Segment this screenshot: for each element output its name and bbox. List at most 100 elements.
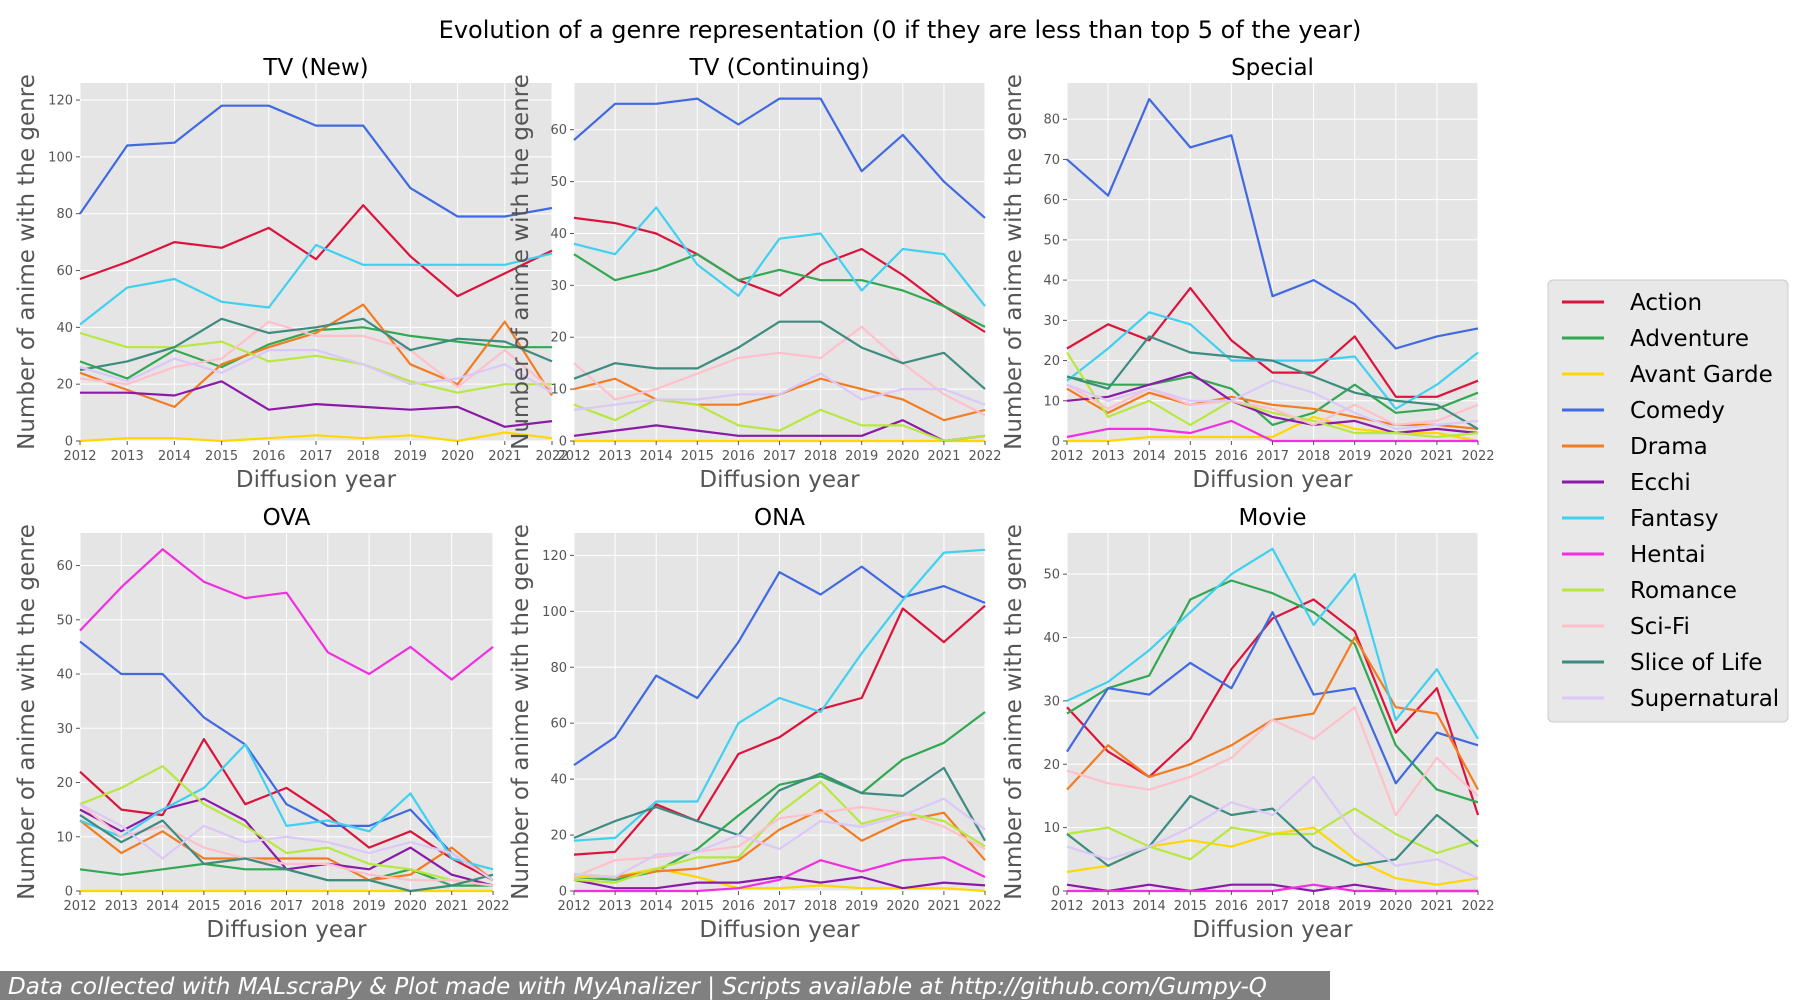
x-tick-label: 2017: [763, 449, 796, 464]
x-tick-label: 2013: [1092, 449, 1125, 464]
legend-label: Fantasy: [1630, 506, 1719, 532]
series-line-sci-fi: [573, 325, 986, 417]
series-line-fantasy: [79, 743, 494, 871]
x-tick-label: 2015: [1174, 899, 1207, 914]
x-tick-label: 2015: [681, 899, 714, 914]
y-tick-label: 80: [1043, 113, 1060, 128]
y-tick-label: 40: [56, 668, 73, 683]
legend-item-fantasy: Fantasy: [1562, 506, 1719, 532]
y-tick-label: 40: [56, 321, 73, 336]
legend-items: Action Adventure Avant Garde Comedy Drama Ecc…: [1562, 290, 1779, 712]
series-line-avant-garde: [1067, 415, 1479, 443]
x-tick-label: 2018: [804, 449, 837, 464]
x-tick-label: 2015: [187, 899, 220, 914]
series-line-slice-of-life: [1066, 335, 1479, 430]
series-line-drama: [79, 819, 494, 882]
y-tick-label: 10: [56, 830, 73, 845]
x-tick-label: 2013: [1092, 899, 1125, 914]
y-tick-label: 60: [550, 717, 567, 732]
series-line-romance: [573, 780, 986, 884]
series-line-drama: [1066, 387, 1479, 430]
x-axis-label: Diffusion year: [699, 467, 860, 493]
series-line-sci-fi: [573, 805, 986, 879]
x-axis-label: Diffusion year: [699, 917, 860, 943]
x-tick-label: 2014: [640, 449, 673, 464]
y-tick-label: 20: [1043, 758, 1060, 773]
legend-item-action: Action: [1562, 290, 1702, 316]
series-line-avant-garde: [79, 431, 553, 443]
x-tick-label: 2013: [599, 899, 632, 914]
y-tick-label: 50: [550, 175, 567, 190]
legend-label: Drama: [1630, 434, 1708, 460]
y-tick-label: 40: [550, 227, 567, 242]
series-line-romance: [79, 331, 552, 394]
x-tick-label: 2012: [1050, 449, 1083, 464]
legend-label: Supernatural: [1630, 686, 1779, 712]
x-tick-label: 2012: [557, 899, 590, 914]
panel-title: Movie: [1238, 505, 1306, 531]
y-tick-label: 80: [550, 661, 567, 676]
x-tick-label: 2013: [599, 449, 632, 464]
y-tick-label: 50: [56, 613, 73, 628]
legend-label: Slice of Life: [1630, 650, 1762, 676]
series-line-supernatural: [1066, 379, 1479, 430]
x-tick-label: 2022: [535, 449, 568, 464]
series-line-supernatural: [1066, 775, 1479, 880]
series-line-sci-fi: [1066, 706, 1479, 817]
series-line-hentai: [79, 548, 494, 681]
legend-box: [1547, 279, 1789, 723]
series-line-action: [79, 204, 553, 298]
series-line-adventure: [1066, 579, 1479, 804]
series-line-slice-of-life: [573, 766, 986, 842]
series-line-sci-fi: [79, 803, 494, 887]
series-line-sci-fi: [1066, 383, 1479, 426]
y-tick-label: 60: [56, 264, 73, 279]
y-tick-label: 100: [542, 605, 567, 620]
x-tick-label: 2014: [1133, 449, 1166, 464]
y-tick-label: 60: [56, 559, 73, 574]
legend-item-supernatural: Supernatural: [1562, 686, 1779, 712]
y-tick-label: 30: [550, 279, 567, 294]
y-tick-label: 10: [1043, 821, 1060, 836]
legend-label: Hentai: [1630, 542, 1706, 568]
x-tick-label: 2021: [488, 449, 521, 464]
x-tick-label: 2017: [763, 899, 796, 914]
series-line-action: [573, 216, 986, 333]
x-tick-label: 2019: [394, 449, 427, 464]
x-tick-label: 2020: [441, 449, 474, 464]
y-tick-label: 50: [1043, 568, 1060, 583]
chart-special: 0 10 20 30 40 50 60 70 80 2012 2013 2014 2015 2016 201…: [1001, 55, 1495, 493]
x-tick-label: 2015: [1174, 449, 1207, 464]
series-line-hentai: [574, 856, 986, 893]
x-tick-label: 2014: [146, 899, 179, 914]
x-tick-label: 2020: [886, 899, 919, 914]
series-line-comedy: [79, 104, 553, 218]
series-line-comedy: [1066, 611, 1479, 785]
x-tick-label: 2014: [1133, 899, 1166, 914]
x-tick-label: 2021: [927, 449, 960, 464]
y-tick-label: 100: [48, 150, 73, 165]
x-tick-label: 2018: [804, 899, 837, 914]
legend-item-sci-fi: Sci-Fi: [1562, 614, 1690, 640]
y-tick-label: 40: [1043, 274, 1060, 289]
x-tick-label: 2018: [1297, 449, 1330, 464]
y-axis-label: Number of anime with the genre: [14, 524, 40, 900]
legend-item-avant-garde: Avant Garde: [1562, 362, 1773, 388]
panel-title: TV (Continuing): [689, 55, 870, 81]
x-tick-label: 2012: [63, 899, 96, 914]
y-tick-label: 30: [1043, 314, 1060, 329]
legend-label: Adventure: [1630, 326, 1749, 352]
y-axis-label: Number of anime with the genre: [508, 524, 534, 900]
series-line-supernatural: [573, 797, 986, 879]
series-line-slice-of-life: [573, 320, 986, 390]
x-tick-label: 2020: [394, 899, 427, 914]
series-line-ecchi: [1066, 371, 1479, 435]
y-axis-label: Number of anime with the genre: [1001, 524, 1027, 900]
x-tick-label: 2022: [1461, 899, 1494, 914]
chart-ona: 0 20 40 60 80 100 120 2012 2013 2014 2015 2016 2017 2…: [508, 505, 1002, 943]
y-tick-label: 120: [48, 94, 73, 109]
series-line-supernatural: [573, 372, 986, 411]
series-line-comedy: [79, 640, 494, 882]
series-line-adventure: [79, 326, 552, 380]
y-tick-label: 0: [65, 885, 73, 900]
